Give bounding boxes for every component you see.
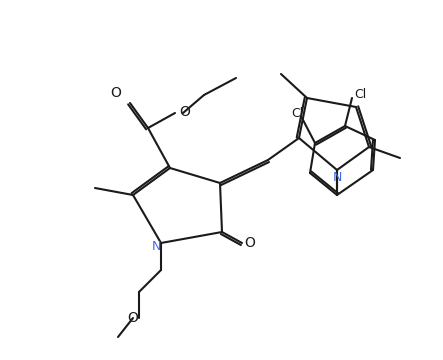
- Text: O: O: [179, 105, 190, 119]
- Text: Cl: Cl: [291, 107, 303, 120]
- Text: O: O: [111, 86, 121, 100]
- Text: O: O: [128, 311, 138, 325]
- Text: N: N: [332, 171, 342, 184]
- Text: Cl: Cl: [354, 87, 366, 100]
- Text: O: O: [245, 236, 256, 250]
- Text: N: N: [152, 239, 161, 252]
